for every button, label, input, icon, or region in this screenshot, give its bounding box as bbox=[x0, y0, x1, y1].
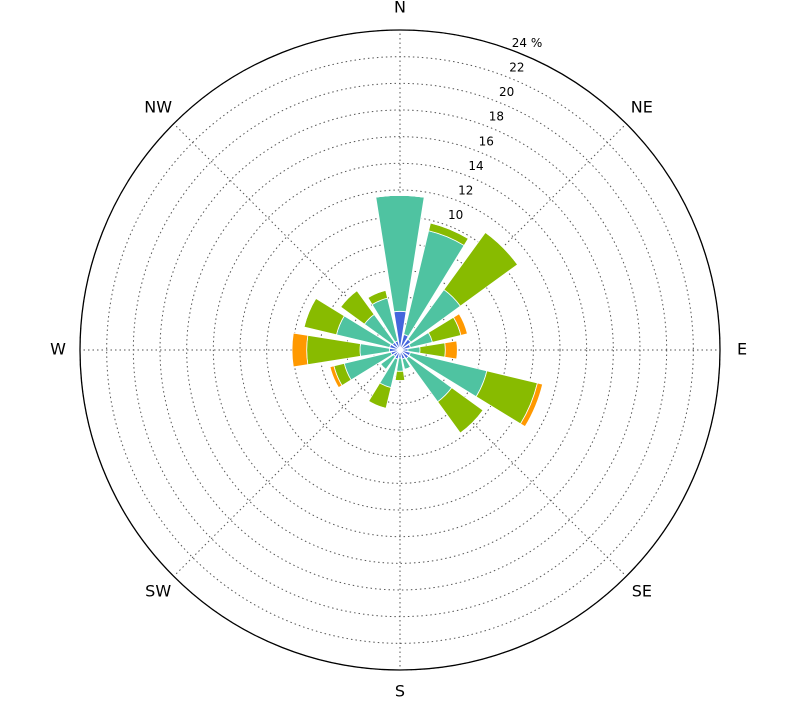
bar-segment bbox=[485, 232, 518, 265]
bar-segment bbox=[519, 382, 544, 428]
bar-segment bbox=[329, 365, 343, 389]
r-tick-label: 22 bbox=[509, 60, 524, 74]
direction-label: SW bbox=[145, 581, 171, 600]
bar-segment bbox=[419, 342, 446, 358]
bar-segment bbox=[306, 334, 361, 366]
bar-segment bbox=[368, 382, 392, 409]
grid-spoke bbox=[399, 349, 627, 577]
r-tick-label: 14 bbox=[468, 159, 483, 173]
grid-ring bbox=[239, 189, 561, 511]
direction-label: W bbox=[50, 340, 66, 359]
direction-label: N bbox=[394, 0, 406, 17]
grid-ring bbox=[319, 269, 481, 431]
grid-spoke bbox=[173, 349, 401, 577]
r-tick-label: 10 bbox=[448, 208, 463, 222]
bar-segment bbox=[430, 222, 469, 239]
bar-segment bbox=[375, 195, 425, 198]
bar-segment bbox=[380, 363, 387, 370]
r-tick-label: 16 bbox=[479, 134, 494, 148]
grid-ring bbox=[212, 162, 588, 538]
grid-ring bbox=[266, 216, 534, 484]
outer-circle bbox=[79, 29, 721, 671]
bar-segment bbox=[291, 332, 309, 368]
direction-label: NW bbox=[144, 98, 172, 117]
r-tick-label: 12 bbox=[458, 184, 473, 198]
grid-spoke bbox=[173, 123, 401, 351]
r-tick-label: 18 bbox=[489, 110, 504, 124]
grid-ring bbox=[186, 136, 614, 564]
direction-label: SE bbox=[632, 581, 652, 600]
r-tick-label: 24 % bbox=[512, 36, 543, 50]
r-tick-label: 20 bbox=[499, 85, 514, 99]
grid-ring bbox=[292, 242, 508, 458]
grid-spoke bbox=[399, 123, 627, 351]
bar-segment bbox=[394, 370, 406, 382]
bar-segment bbox=[303, 298, 317, 328]
bar-segment bbox=[460, 410, 484, 434]
bar-segment bbox=[444, 340, 458, 360]
direction-label: NE bbox=[631, 98, 653, 117]
bar-segment bbox=[404, 366, 411, 370]
bar-segment bbox=[452, 313, 468, 336]
direction-label: E bbox=[737, 340, 747, 359]
bar-segment bbox=[303, 297, 345, 336]
direction-label: S bbox=[395, 682, 405, 701]
